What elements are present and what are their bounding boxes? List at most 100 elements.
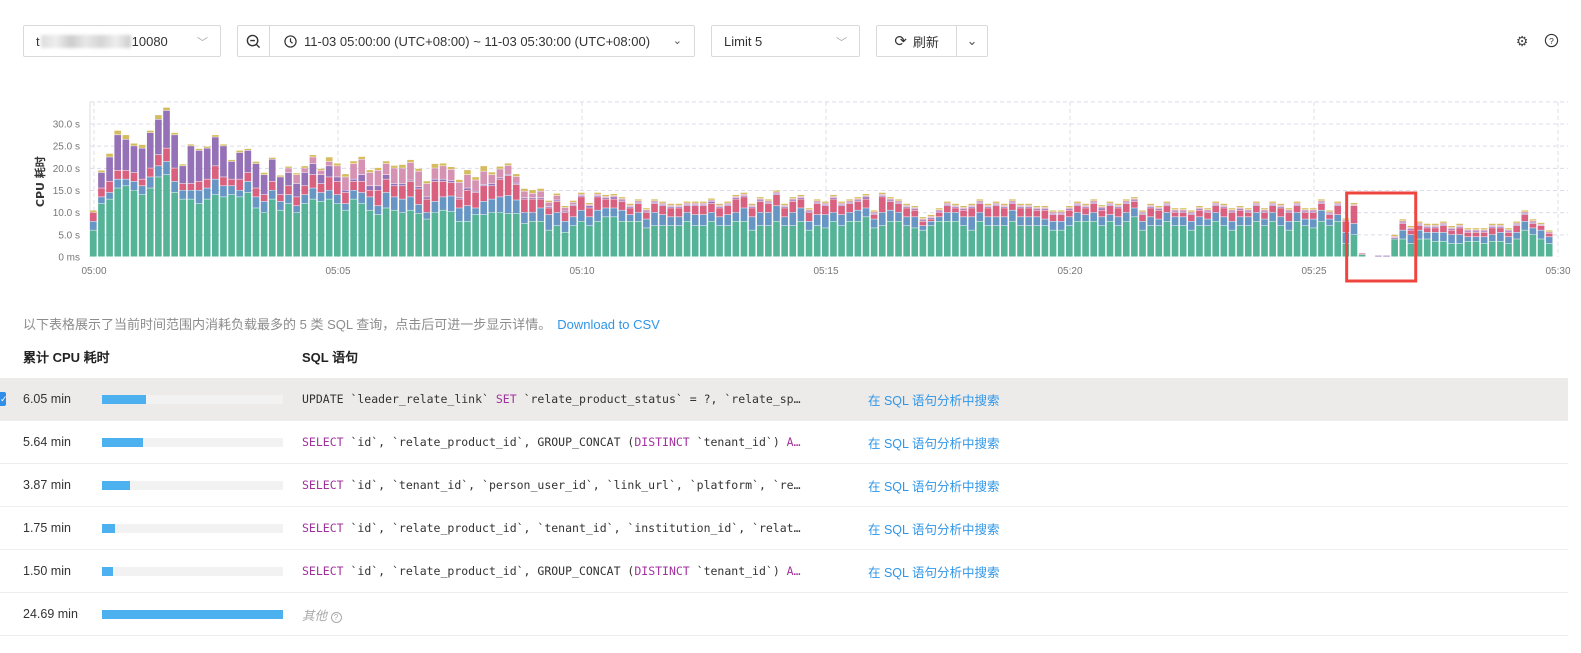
bar-segment	[285, 166, 292, 168]
bar-segment	[992, 203, 1000, 205]
bar-segment	[236, 150, 244, 153]
bar-segment	[309, 188, 317, 199]
limit-select[interactable]: Limit 5 ﹀	[711, 25, 860, 57]
bar-segment	[358, 181, 366, 193]
bar-segment	[1497, 226, 1504, 228]
search-in-sql-statement-link[interactable]: 在 SQL 语句分析中搜索	[868, 393, 1000, 408]
bar-segment	[626, 214, 634, 222]
bar-segment	[1171, 217, 1179, 226]
bar-segment	[1090, 201, 1098, 202]
sql-keyword: SELECT	[302, 435, 344, 449]
bar-segment	[1163, 221, 1171, 257]
bar-segment	[740, 221, 748, 257]
bar-segment	[1285, 211, 1293, 213]
bar-segment	[569, 217, 577, 226]
table-row[interactable]: 3.87 min SELECT `id`, `tenant_id`, `perso…	[0, 464, 1568, 507]
help-icon[interactable]: ?	[330, 611, 342, 623]
bar-segment	[716, 208, 723, 217]
search-in-sql-statement-link[interactable]: 在 SQL 语句分析中搜索	[868, 522, 1000, 537]
bar-segment	[1204, 210, 1211, 211]
refresh-button[interactable]: ⟳ 刷新	[877, 26, 958, 56]
bar-segment	[1350, 206, 1358, 224]
bar-segment	[1122, 199, 1130, 201]
other-text: 其他	[302, 608, 328, 623]
bar-segment	[382, 192, 390, 208]
bar-segment	[952, 208, 959, 213]
bar-segment	[1505, 232, 1512, 237]
bar-segment	[911, 207, 919, 209]
bar-segment	[716, 225, 723, 257]
bar-segment	[1545, 243, 1553, 257]
cpu-time-stacked-bar-chart: 0 ms 5.0 s 10.0 s 15.0 s 20.0 s 25.0 s 30.0 s C…	[33, 101, 1571, 283]
bar-segment	[390, 183, 398, 186]
bar-segment	[748, 217, 756, 230]
bar-segment	[1236, 206, 1244, 208]
bar-segment	[1025, 225, 1032, 257]
bar-segment	[163, 161, 170, 175]
bar-segment	[789, 197, 797, 199]
bar-segment	[805, 208, 813, 210]
bar-segment	[163, 107, 170, 111]
sql-text: `id`, `tenant_id`, `person_user_id`, `li…	[343, 478, 801, 492]
bar-segment	[1033, 206, 1041, 208]
zoom-out-button[interactable]	[238, 26, 270, 56]
bar-segment	[521, 212, 528, 224]
bar-segment	[797, 221, 805, 257]
bar-segment	[342, 203, 349, 210]
cpu-time-bar-fill	[102, 437, 144, 447]
bar-segment	[1212, 204, 1220, 206]
search-in-sql-statement-link[interactable]: 在 SQL 语句分析中搜索	[868, 565, 1000, 580]
bar-segment	[1505, 243, 1512, 257]
bar-segment	[895, 221, 902, 257]
help-icon[interactable]: ?	[1543, 33, 1559, 49]
x-tick-label: 05:15	[813, 266, 838, 277]
bar-segment	[976, 212, 984, 222]
bar-segment	[1017, 217, 1024, 226]
bar-segment	[659, 214, 666, 226]
sql-statement[interactable]: SELECT `id`, `tenant_id`, `person_user_i…	[302, 478, 801, 492]
bar-segment	[472, 177, 479, 180]
table-row[interactable]: ✓ 6.05 min UPDATE `leader_relate_link` SET…	[0, 378, 1568, 421]
instance-select[interactable]: t 10080 ﹀	[23, 25, 221, 57]
x-tick-label: 05:30	[1545, 266, 1570, 277]
bar-segment	[724, 214, 732, 226]
table-row[interactable]: 5.64 min SELECT `id`, `relate_product_id`…	[0, 421, 1568, 464]
sql-statement[interactable]: UPDATE `leader_relate_link` SET `relate_…	[302, 392, 801, 406]
bar-segment	[220, 177, 227, 186]
table-row[interactable]: 1.50 min SELECT `id`, `relate_product_id`…	[0, 550, 1568, 593]
sql-statement[interactable]: SELECT `id`, `relate_product_id`, GROUP_…	[302, 435, 801, 449]
bar-segment	[895, 201, 902, 202]
refresh-dropdown-button[interactable]: ⌄	[966, 33, 978, 48]
download-csv-link[interactable]: Download to CSV	[557, 317, 660, 332]
bar-segment	[675, 205, 683, 207]
time-range-picker[interactable]: 11-03 05:00:00 (UTC+08:00) ~ 11-03 05:30…	[237, 25, 695, 57]
bar-segment	[374, 214, 382, 257]
table-row[interactable]: 1.75 min SELECT `id`, `relate_product_id`…	[0, 507, 1568, 550]
bar-segment	[578, 194, 585, 196]
bar-segment	[960, 207, 967, 209]
bar-segment	[1513, 224, 1520, 226]
bar-segment	[496, 166, 504, 169]
bar-segment	[1505, 237, 1512, 244]
bar-segment	[878, 225, 886, 257]
bar-segment	[1488, 241, 1496, 257]
bar-segment	[415, 204, 422, 214]
bar-segment	[553, 193, 561, 196]
bar-segment	[146, 130, 154, 133]
bar-segment	[480, 214, 488, 257]
sql-statement[interactable]: SELECT `id`, `relate_product_id`, `tenan…	[302, 521, 801, 535]
bar-segment	[691, 206, 699, 215]
bar-segment	[98, 188, 105, 197]
bar-segment	[244, 150, 252, 173]
bar-segment	[822, 214, 829, 228]
bar-segment	[521, 199, 528, 213]
settings-gear-icon[interactable]: ⚙	[1515, 33, 1529, 49]
search-in-sql-statement-link[interactable]: 在 SQL 语句分析中搜索	[868, 436, 1000, 451]
bar-segment	[1488, 223, 1496, 226]
bar-segment	[1285, 221, 1293, 230]
chevron-down-icon: ⌄	[672, 35, 682, 47]
bar-segment	[155, 119, 162, 155]
sql-statement[interactable]: SELECT `id`, `relate_product_id`, GROUP_…	[302, 564, 801, 578]
search-in-sql-statement-link[interactable]: 在 SQL 语句分析中搜索	[868, 479, 1000, 494]
selected-check-icon: ✓	[0, 392, 8, 406]
